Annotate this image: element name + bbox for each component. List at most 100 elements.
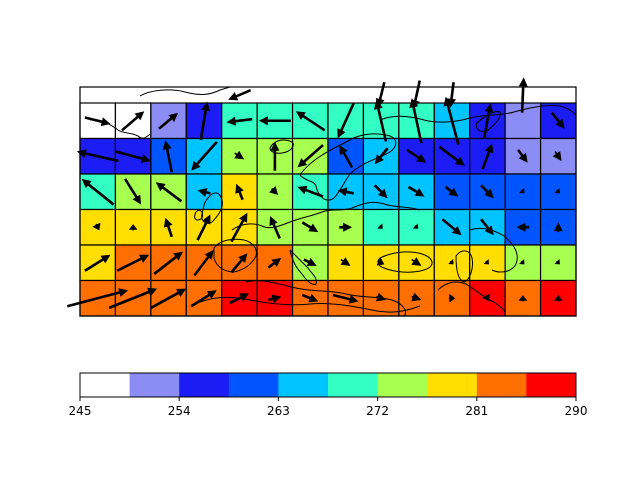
grid-cell (327, 102, 365, 140)
wind-arrow (230, 253, 248, 274)
wind-arrow (267, 257, 282, 269)
grid-cell-top-strip (79, 86, 577, 104)
colorbar-segment (129, 373, 180, 397)
wind-arrow (553, 295, 563, 302)
coastline-italy (289, 249, 317, 285)
wind-arrow (230, 212, 248, 243)
wind-arrow (235, 183, 244, 201)
coastline-british-isles (194, 192, 223, 224)
wind-arrow (121, 111, 145, 132)
wind-arrow (411, 292, 422, 302)
wind-arrow (84, 254, 111, 272)
wind-arrow (374, 147, 389, 165)
wind-arrow (199, 101, 211, 141)
wind-arrow (339, 222, 353, 232)
wind-arrow (153, 251, 183, 275)
temperature-grid (79, 86, 577, 317)
coastline-caspian (455, 250, 473, 283)
colorbar-tick-label: 272 (366, 404, 389, 418)
wind-arrow (448, 259, 454, 265)
coastline-greenland (139, 87, 231, 97)
coastline-europe-west (231, 201, 421, 231)
wind-arrow (190, 290, 217, 308)
wind-arrow (108, 287, 158, 310)
wind-arrow (554, 188, 560, 194)
wind-arrow (229, 293, 249, 305)
wind-arrow (162, 140, 173, 173)
wind-arrow (84, 116, 111, 127)
wind-arrow (303, 257, 317, 266)
wind-arrow (337, 102, 355, 139)
wind-arrow (158, 112, 179, 130)
colorbar-ticks: 245 254 263 272 281 290 (69, 397, 588, 418)
wind-vectors (67, 77, 565, 310)
wind-arrow (163, 217, 173, 238)
colorbar-segment (80, 373, 131, 397)
wind-arrow (196, 214, 211, 241)
wind-arrow (447, 82, 456, 108)
wind-arrow (67, 288, 129, 308)
colorbar (79, 372, 577, 398)
colorbar-tick-label: 263 (267, 404, 290, 418)
wind-arrow (150, 288, 187, 309)
map-frame (79, 86, 577, 317)
wind-arrow (376, 257, 385, 266)
wind-arrow (482, 293, 491, 302)
wind-arrow (553, 222, 563, 233)
colorbar-tick-label: 254 (168, 404, 191, 418)
wind-arrow (297, 144, 324, 168)
coastline-africa (199, 296, 421, 313)
wind-arrow (301, 293, 319, 303)
wind-arrow (116, 254, 150, 272)
wind-arrow (438, 145, 465, 166)
wind-arrow (482, 103, 494, 139)
wind-arrow (337, 187, 354, 197)
coastline-iberia (213, 238, 257, 273)
wind-arrow (191, 141, 218, 171)
wind-arrow (115, 150, 151, 163)
colorbar-tick-label: 290 (565, 404, 588, 418)
colorbar-segment (228, 373, 279, 397)
wind-arrow (518, 77, 528, 113)
wind-arrow (124, 178, 142, 205)
colorbar-segment (526, 373, 577, 397)
wind-arrow (339, 145, 354, 169)
wind-arrow (268, 294, 282, 304)
wind-arrow (375, 81, 386, 108)
wind-arrow (197, 188, 211, 197)
wind-arrow (441, 218, 462, 236)
wind-arrow (552, 151, 562, 162)
colorbar-frame (79, 372, 577, 398)
colorbar-tick-label: 245 (69, 404, 92, 418)
wind-arrow (550, 111, 565, 129)
wind-arrow (301, 221, 319, 233)
wind-arrow (519, 188, 525, 194)
wind-arrow (76, 149, 119, 163)
wind-arrow (297, 185, 324, 198)
wind-arrow (480, 184, 494, 199)
wind-arrow (92, 222, 101, 231)
wind-arrow (483, 259, 489, 265)
wind-arrow (412, 223, 419, 229)
colorbar-segment (377, 373, 428, 397)
wind-arrow (226, 116, 253, 126)
wind-arrow (295, 111, 326, 132)
wind-arrow (448, 293, 456, 303)
wind-arrow (269, 216, 281, 239)
colorbar-segment (179, 373, 230, 397)
wind-arrow (373, 184, 388, 199)
wind-arrow (270, 141, 280, 171)
wind-arrow (480, 218, 494, 236)
colorbar-segment (278, 373, 329, 397)
coastline-scandinavia (299, 133, 397, 201)
wind-arrow (332, 293, 359, 304)
wind-arrow (128, 224, 138, 231)
colorbar-segment (476, 373, 527, 397)
colorbar-segment (427, 373, 478, 397)
wind-arrow (554, 259, 560, 265)
wind-arrow (376, 292, 386, 302)
wind-arrow (519, 259, 525, 265)
coastline-russia-north (379, 105, 576, 123)
wind-arrow (411, 257, 422, 266)
